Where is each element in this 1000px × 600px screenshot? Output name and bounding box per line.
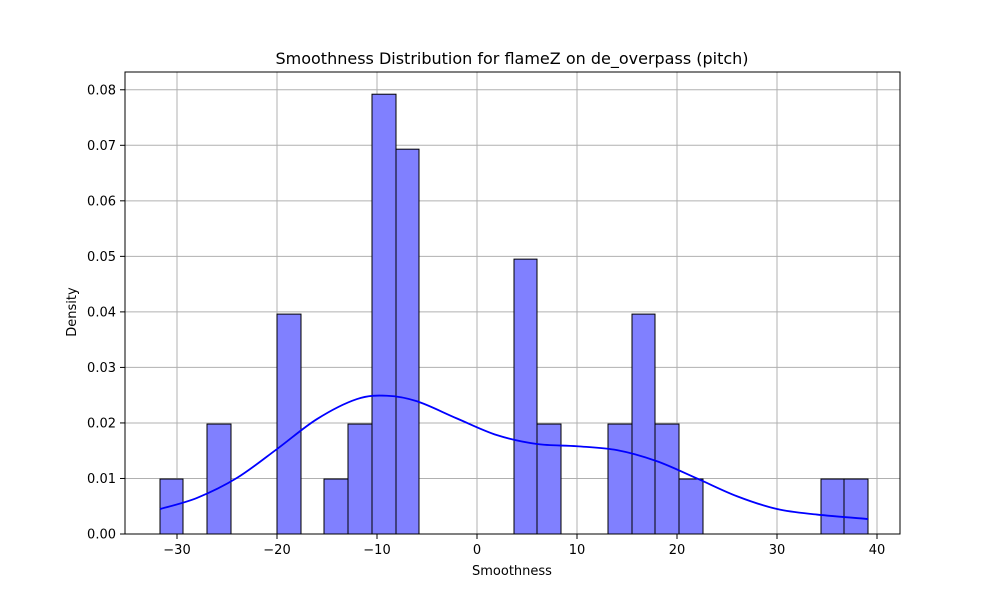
x-tick-label: −30 (163, 543, 190, 558)
y-axis-label: Density (65, 287, 80, 337)
histogram-bar (323, 478, 349, 535)
y-tick-label: 0.02 (87, 416, 116, 431)
y-axis-ticks: 0.00 0.01 0.02 0.03 0.04 0.05 0.06 0.07 0.08 (87, 83, 125, 543)
histogram-bar (607, 423, 633, 535)
plot-frame (124, 71, 901, 535)
x-tick-label: 10 (569, 543, 586, 558)
x-tick-label: 20 (669, 543, 686, 558)
y-tick-label: 0.06 (87, 194, 116, 209)
y-tick-label: 0.04 (87, 305, 116, 320)
histogram-bar (371, 93, 397, 535)
histogram-bar (631, 313, 656, 535)
y-tick-label: 0.01 (87, 472, 116, 487)
x-tick-label: 30 (769, 543, 786, 558)
x-tick-label: 0 (473, 543, 481, 558)
x-axis-ticks: −30 −20 −10 0 10 20 30 40 (163, 534, 885, 558)
histogram-bar (276, 313, 302, 535)
histogram-bar (513, 258, 538, 535)
chart-title: Smoothness Distribution for flameZ on de… (275, 49, 748, 69)
histogram-bar (843, 478, 869, 535)
histogram-bar (347, 423, 373, 535)
histogram-bar (820, 478, 845, 535)
y-tick-label: 0.03 (87, 361, 116, 376)
x-tick-label: −20 (263, 543, 290, 558)
histogram-bar (654, 423, 680, 535)
x-tick-label: −10 (363, 543, 390, 558)
x-axis-label: Smoothness (472, 564, 552, 579)
y-tick-label: 0.08 (87, 83, 116, 98)
x-tick-label: 40 (869, 543, 886, 558)
histogram-bar (536, 423, 562, 535)
y-tick-label: 0.00 (87, 528, 116, 543)
histogram-bar (678, 478, 704, 535)
histogram-bar (395, 148, 420, 535)
kde-curve (159, 394, 869, 520)
histogram-bar (206, 423, 232, 535)
y-tick-label: 0.07 (87, 139, 116, 154)
bar-layer (159, 93, 869, 535)
y-tick-label: 0.05 (87, 250, 116, 265)
